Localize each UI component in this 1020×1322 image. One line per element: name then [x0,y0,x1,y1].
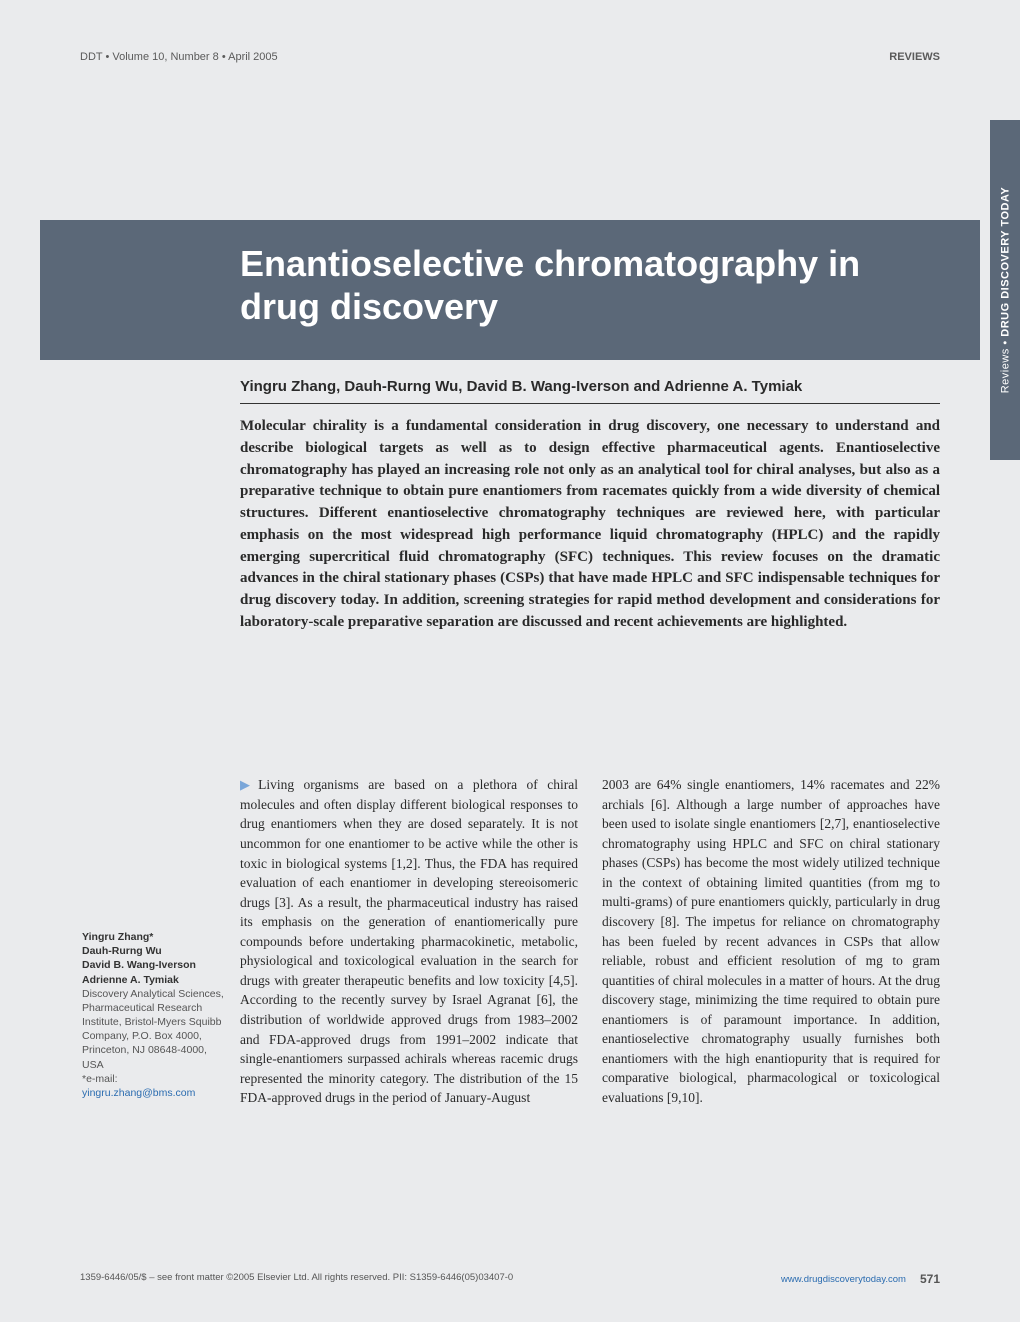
page-number: 571 [920,1272,940,1286]
author-name-4: Adrienne A. Tymiak [82,973,227,987]
article-title: Enantioselective chromatography in drug … [240,242,940,328]
body-columns: ▶Living organisms are based on a plethor… [240,775,940,1108]
header-right: REVIEWS [889,51,940,63]
authors-line: Yingru Zhang, Dauh-Rurng Wu, David B. Wa… [240,378,940,404]
body-col2-text: 2003 are 64% single enantiomers, 14% rac… [602,777,940,1105]
side-tab-bold: DRUG DISCOVERY TODAY [999,187,1011,337]
body-col1-text: Living organisms are based on a plethora… [240,777,578,1105]
author-name-1: Yingru Zhang* [82,930,227,944]
author-affiliation-block: Yingru Zhang* Dauh-Rurng Wu David B. Wan… [82,930,227,1100]
footer: 1359-6446/05/$ – see front matter ©2005 … [80,1272,940,1286]
abstract: Molecular chirality is a fundamental con… [240,416,940,634]
page-background [0,0,1020,1322]
running-header: DDT • Volume 10, Number 8 • April 2005 R… [80,48,940,66]
author-affiliation: Discovery Analytical Sciences, Pharmaceu… [82,987,227,1072]
side-tab-prefix: Reviews • [999,337,1011,394]
footer-url[interactable]: www.drugdiscoverytoday.com [781,1274,906,1285]
body-column-2: 2003 are 64% single enantiomers, 14% rac… [602,775,940,1108]
paragraph-marker-icon: ▶ [240,777,256,792]
side-tab: Reviews • DRUG DISCOVERY TODAY [990,120,1020,460]
author-email[interactable]: yingru.zhang@bms.com [82,1086,227,1100]
email-label: *e-mail: [82,1072,227,1086]
footer-left: 1359-6446/05/$ – see front matter ©2005 … [80,1272,513,1286]
author-name-3: David B. Wang-Iverson [82,958,227,972]
body-column-1: ▶Living organisms are based on a plethor… [240,775,578,1108]
header-left: DDT • Volume 10, Number 8 • April 2005 [80,51,278,63]
side-tab-text: Reviews • DRUG DISCOVERY TODAY [999,187,1011,394]
author-name-2: Dauh-Rurng Wu [82,944,227,958]
footer-right: www.drugdiscoverytoday.com 571 [781,1272,940,1286]
title-block: Enantioselective chromatography in drug … [40,220,980,360]
